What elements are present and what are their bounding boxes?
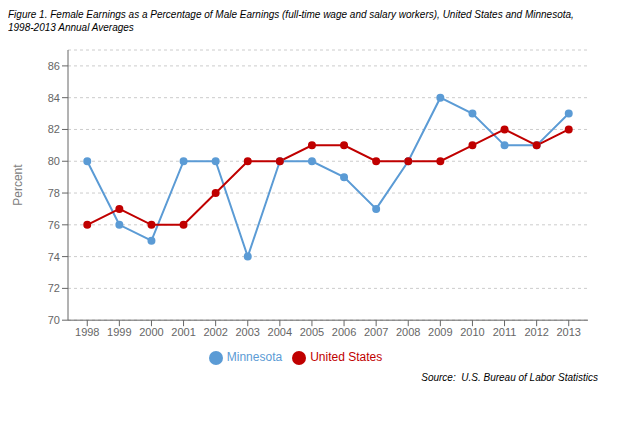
svg-text:80: 80 [48,155,60,167]
svg-text:74: 74 [48,251,60,263]
svg-text:Percent: Percent [11,164,25,206]
svg-text:2000: 2000 [139,326,163,338]
html-text:Figure 1. Female Earnings as a: Figure 1. Female Earnings as a Percentag… [8,9,574,33]
svg-text:78: 78 [48,187,60,199]
svg-text:2004: 2004 [268,326,292,338]
svg-text:2012: 2012 [524,326,548,338]
svg-text:2002: 2002 [203,326,227,338]
html-text:Source: U.S. Bureau of Labor S: Source: U.S. Bureau of Labor Statistics [421,372,598,383]
svg-text:72: 72 [48,282,60,294]
svg-text:2006: 2006 [332,326,356,338]
svg-text:1999: 1999 [107,326,131,338]
svg-text:2013: 2013 [556,326,580,338]
svg-text:86: 86 [48,60,60,72]
html-text:Minnesota: Minnesota [226,350,283,365]
svg-text:82: 82 [48,123,60,135]
svg-text:76: 76 [48,219,60,231]
svg-text:2005: 2005 [300,326,324,338]
svg-text:2001: 2001 [171,326,195,338]
svg-text:2010: 2010 [460,326,484,338]
svg-text:1998: 1998 [75,326,99,338]
svg-text:2007: 2007 [364,326,388,338]
svg-text:70: 70 [48,314,60,326]
svg-text:2003: 2003 [236,326,260,338]
svg-text:2009: 2009 [428,326,452,338]
html-text:United States: United States [310,350,383,365]
svg-text:84: 84 [48,92,60,104]
svg-text:2008: 2008 [396,326,420,338]
svg-text:2011: 2011 [493,326,517,338]
